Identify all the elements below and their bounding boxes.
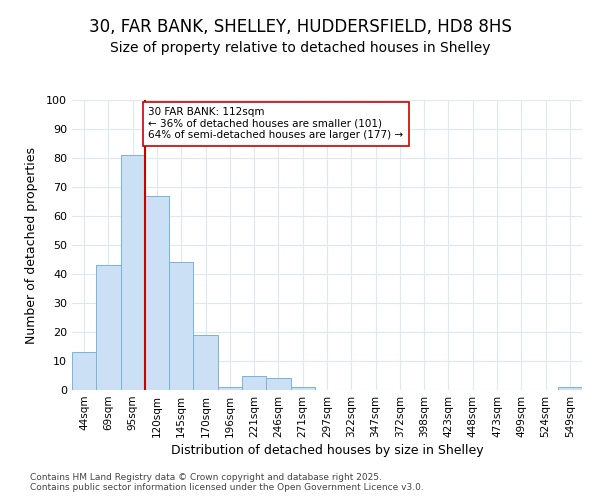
Text: 30 FAR BANK: 112sqm
← 36% of detached houses are smaller (101)
64% of semi-detac: 30 FAR BANK: 112sqm ← 36% of detached ho… xyxy=(149,108,404,140)
Bar xyxy=(145,196,169,390)
Bar xyxy=(290,387,315,390)
Bar xyxy=(242,376,266,390)
Bar xyxy=(96,266,121,390)
Bar xyxy=(121,155,145,390)
Y-axis label: Number of detached properties: Number of detached properties xyxy=(25,146,38,344)
Bar xyxy=(218,387,242,390)
Bar xyxy=(558,387,582,390)
Text: 30, FAR BANK, SHELLEY, HUDDERSFIELD, HD8 8HS: 30, FAR BANK, SHELLEY, HUDDERSFIELD, HD8… xyxy=(89,18,511,36)
Bar xyxy=(266,378,290,390)
Text: Size of property relative to detached houses in Shelley: Size of property relative to detached ho… xyxy=(110,41,490,55)
Text: Contains HM Land Registry data © Crown copyright and database right 2025.
Contai: Contains HM Land Registry data © Crown c… xyxy=(30,473,424,492)
X-axis label: Distribution of detached houses by size in Shelley: Distribution of detached houses by size … xyxy=(170,444,484,457)
Bar xyxy=(193,335,218,390)
Bar xyxy=(72,352,96,390)
Bar xyxy=(169,262,193,390)
